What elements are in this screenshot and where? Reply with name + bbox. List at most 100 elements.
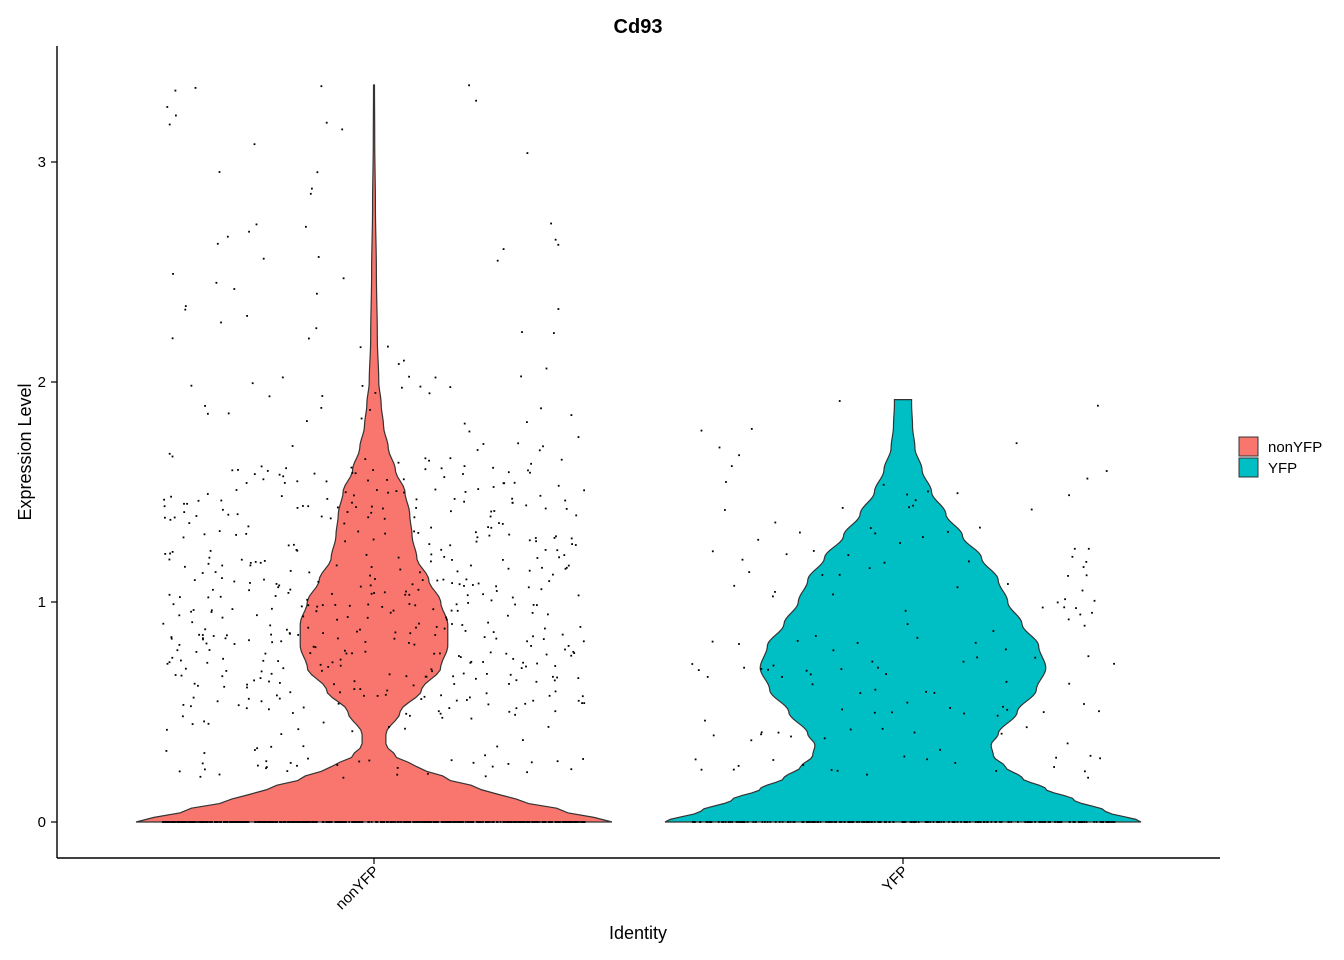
data-point xyxy=(200,821,202,823)
data-point xyxy=(501,523,504,525)
data-point xyxy=(287,821,290,823)
data-point xyxy=(455,699,458,702)
data-point xyxy=(777,731,780,734)
data-point xyxy=(268,395,271,398)
data-point xyxy=(808,821,811,823)
data-point xyxy=(816,821,819,823)
data-point xyxy=(172,821,175,823)
data-point xyxy=(359,628,361,631)
data-point xyxy=(309,652,312,654)
data-point xyxy=(852,821,855,823)
data-point xyxy=(1087,655,1090,658)
data-point xyxy=(316,171,319,174)
data-point xyxy=(526,771,528,774)
data-point xyxy=(240,558,243,561)
data-point xyxy=(486,673,488,675)
data-point xyxy=(275,821,278,823)
data-point xyxy=(873,711,876,714)
data-point xyxy=(195,651,198,653)
data-point xyxy=(906,493,908,496)
data-point xyxy=(869,527,872,529)
data-point xyxy=(706,676,709,678)
legend: nonYFP YFP xyxy=(1238,436,1322,478)
data-point xyxy=(1085,561,1088,563)
data-point xyxy=(490,510,493,513)
data-point xyxy=(484,754,486,757)
data-point xyxy=(1095,821,1098,823)
data-point xyxy=(514,713,516,716)
data-point xyxy=(330,821,333,823)
data-point xyxy=(909,821,912,823)
data-point xyxy=(186,502,188,505)
data-point xyxy=(522,661,524,664)
data-point xyxy=(504,821,506,823)
data-point xyxy=(511,596,514,599)
data-point xyxy=(877,666,879,669)
data-point xyxy=(817,821,819,823)
data-point xyxy=(423,695,426,698)
data-point xyxy=(413,643,416,646)
data-point xyxy=(772,759,775,761)
data-point xyxy=(367,516,370,519)
data-point xyxy=(978,821,981,823)
data-point xyxy=(912,504,914,507)
data-point xyxy=(453,498,456,500)
data-point xyxy=(164,553,167,555)
data-point xyxy=(496,821,498,823)
data-point xyxy=(849,821,852,823)
data-point xyxy=(449,821,452,823)
data-point xyxy=(730,465,733,467)
data-point xyxy=(554,821,557,823)
data-point xyxy=(414,604,417,607)
data-point xyxy=(419,385,422,388)
data-point xyxy=(508,533,511,536)
data-point xyxy=(833,821,836,823)
data-point xyxy=(774,521,777,524)
data-point xyxy=(552,573,554,576)
data-point xyxy=(990,821,993,823)
data-point xyxy=(544,627,546,630)
data-point xyxy=(276,694,278,697)
data-point xyxy=(263,578,265,581)
data-point xyxy=(533,821,535,823)
data-point xyxy=(489,821,491,823)
data-point xyxy=(563,554,566,556)
data-point xyxy=(221,616,224,619)
data-point xyxy=(365,554,368,556)
data-point xyxy=(333,683,335,686)
data-point xyxy=(1082,566,1085,568)
data-point xyxy=(725,481,727,483)
data-point xyxy=(248,639,250,642)
data-point xyxy=(266,470,269,472)
data-point xyxy=(168,661,171,664)
data-point xyxy=(1068,682,1071,685)
data-point xyxy=(240,821,243,823)
data-point xyxy=(299,821,302,823)
data-point xyxy=(171,656,174,659)
data-point xyxy=(470,717,473,720)
data-point xyxy=(440,467,443,470)
data-point xyxy=(300,821,303,823)
data-point xyxy=(260,821,263,823)
data-point xyxy=(999,821,1001,823)
data-point xyxy=(487,621,489,624)
data-point xyxy=(219,595,222,598)
data-point xyxy=(201,762,204,765)
data-point xyxy=(389,821,392,823)
data-point xyxy=(235,534,237,536)
data-point xyxy=(490,599,493,602)
data-point xyxy=(432,821,435,823)
data-point xyxy=(260,670,263,673)
data-point xyxy=(459,656,462,658)
data-point xyxy=(317,256,320,258)
chart-title: Cd93 xyxy=(614,16,663,38)
x-axis-ticks: nonYFP YFP xyxy=(332,858,912,913)
data-point xyxy=(724,509,726,511)
data-point xyxy=(399,568,402,571)
data-point xyxy=(370,821,373,823)
data-point xyxy=(534,821,537,823)
data-point xyxy=(275,583,278,585)
data-point xyxy=(510,821,513,823)
data-point xyxy=(366,616,369,619)
data-point xyxy=(202,638,204,641)
